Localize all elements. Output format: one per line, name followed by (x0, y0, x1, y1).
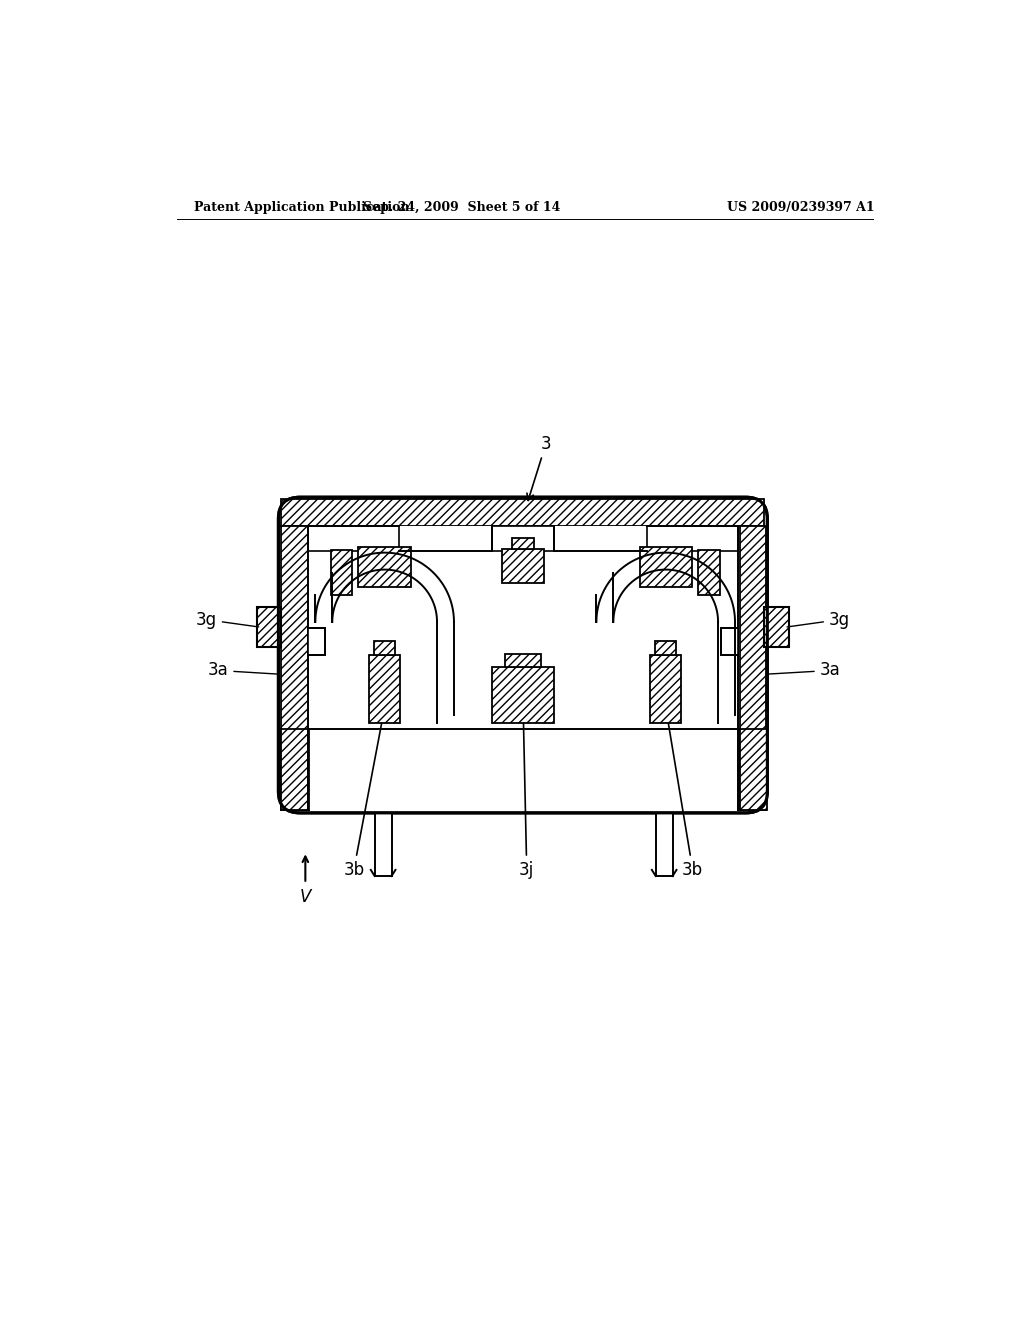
Text: 3j: 3j (519, 700, 535, 879)
Text: US 2009/0239397 A1: US 2009/0239397 A1 (727, 201, 874, 214)
Bar (493, 668, 554, 723)
Text: V: V (300, 888, 311, 907)
Bar (640, 548, 692, 587)
Bar (502, 549, 545, 583)
Bar (307, 527, 398, 552)
Text: 3b: 3b (343, 711, 386, 879)
Bar (647, 527, 738, 552)
Bar (307, 527, 738, 810)
Bar (257, 607, 282, 647)
Bar (655, 813, 673, 876)
Bar (505, 653, 541, 668)
Bar (358, 548, 411, 587)
Bar (257, 607, 282, 647)
Bar (331, 550, 352, 595)
Text: 3g: 3g (196, 611, 259, 628)
Bar (764, 607, 788, 647)
Bar (370, 655, 400, 723)
Text: 3: 3 (527, 434, 551, 500)
Bar (764, 607, 788, 647)
Bar (739, 729, 767, 810)
Text: Sep. 24, 2009  Sheet 5 of 14: Sep. 24, 2009 Sheet 5 of 14 (362, 201, 560, 214)
Text: 3a: 3a (767, 661, 841, 680)
Bar (655, 642, 677, 655)
Bar (375, 813, 391, 876)
Bar (493, 527, 554, 552)
Bar (282, 499, 764, 527)
Bar (282, 527, 309, 810)
Bar (721, 628, 738, 655)
Text: 3a: 3a (208, 661, 279, 680)
Text: 3g: 3g (787, 611, 850, 628)
Bar (739, 527, 766, 810)
Bar (650, 655, 681, 723)
Text: 3b: 3b (665, 711, 703, 879)
Bar (282, 729, 309, 810)
Text: Patent Application Publication: Patent Application Publication (194, 201, 410, 214)
Bar (307, 628, 325, 655)
FancyBboxPatch shape (279, 498, 767, 813)
Bar (698, 550, 720, 595)
Text: FIG. 9: FIG. 9 (409, 495, 500, 523)
Bar (512, 539, 534, 549)
Bar (374, 642, 395, 655)
